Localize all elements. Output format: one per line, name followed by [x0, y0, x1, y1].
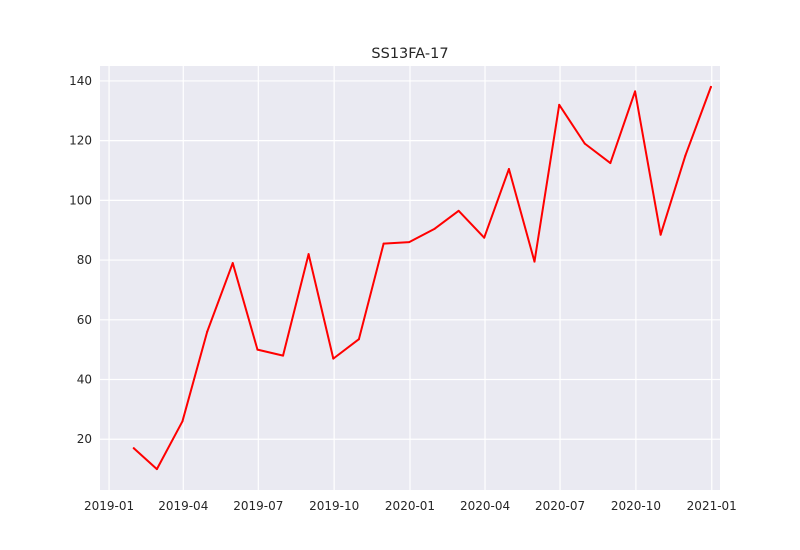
x-tick-label: 2020-04 — [460, 499, 510, 513]
y-gridlines — [100, 80, 720, 440]
data-point — [132, 447, 135, 450]
chart-title: SS13FA-17 — [371, 46, 448, 62]
data-point — [408, 241, 411, 244]
x-gridlines — [108, 66, 713, 490]
data-point — [659, 233, 662, 236]
data-point — [709, 85, 712, 88]
y-tick-label: 140 — [69, 74, 92, 88]
y-tick-label: 40 — [77, 373, 92, 387]
y-tick-label: 100 — [69, 193, 92, 207]
data-point — [558, 103, 561, 106]
data-point — [483, 236, 486, 239]
data-point — [206, 330, 209, 333]
data-point — [155, 468, 158, 471]
data-point — [256, 348, 259, 351]
y-tick-label: 120 — [69, 134, 92, 148]
data-point — [583, 142, 586, 145]
y-tick-label: 80 — [77, 253, 92, 267]
x-tick-label: 2019-01 — [84, 499, 134, 513]
x-tick-label: 2021-01 — [687, 499, 737, 513]
series-group — [132, 85, 712, 471]
x-tick-label: 2019-10 — [309, 499, 359, 513]
series-line — [132, 85, 712, 471]
data-point — [634, 90, 637, 93]
x-tick-label: 2019-07 — [233, 499, 283, 513]
data-point — [307, 253, 310, 256]
y-tick-label: 60 — [77, 313, 92, 327]
data-point — [684, 154, 687, 157]
x-tick-label: 2020-01 — [385, 499, 435, 513]
y-tick-label: 20 — [77, 432, 92, 446]
data-point — [282, 354, 285, 357]
x-tick-labels: 2019-01 2019-04 2019-07 2019-10 2020-01 2020-… — [84, 499, 737, 513]
x-tick-label: 2020-10 — [611, 499, 661, 513]
data-point — [507, 168, 510, 171]
x-tick-label: 2019-04 — [158, 499, 208, 513]
data-point — [382, 242, 385, 245]
y-tick-labels: 20 40 60 80 100 120 140 — [69, 74, 92, 446]
data-point — [457, 209, 460, 212]
data-point — [231, 262, 234, 265]
data-point — [332, 357, 335, 360]
data-point — [433, 227, 436, 230]
data-point — [181, 420, 184, 423]
data-point — [609, 162, 612, 165]
data-point — [533, 260, 536, 263]
x-tick-label: 2020-07 — [535, 499, 585, 513]
data-point — [357, 338, 360, 341]
